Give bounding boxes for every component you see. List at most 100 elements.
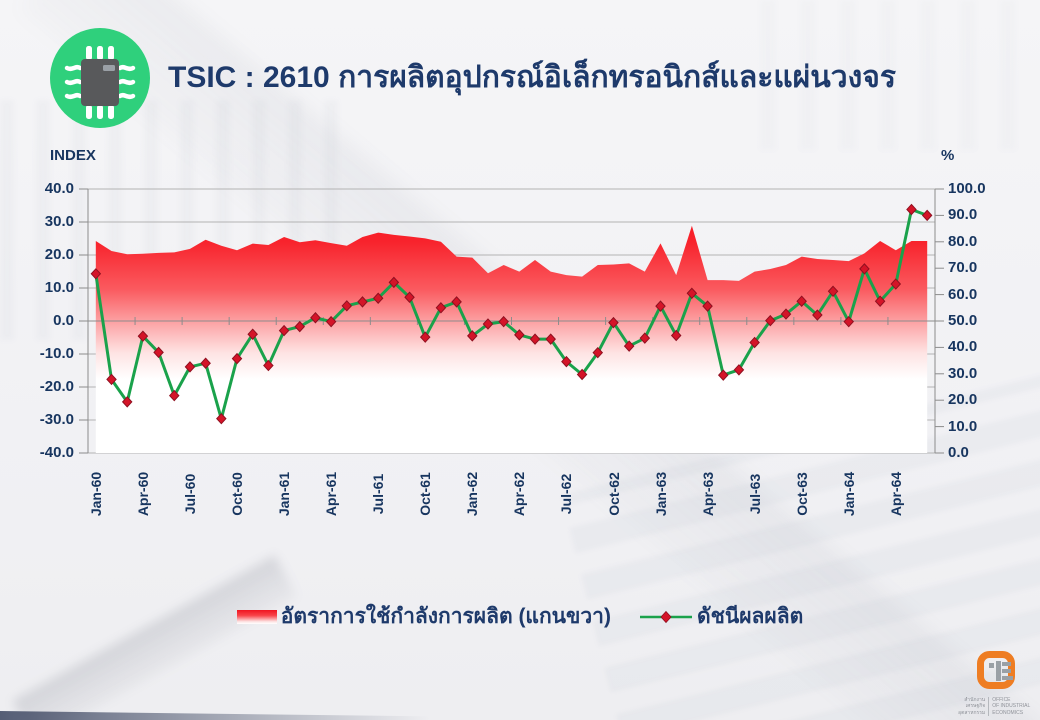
left-axis-title: INDEX (50, 147, 96, 164)
data-point-marker (749, 336, 760, 349)
oie-logo-en: OFFICE OF INDUSTRIAL ECONOMICS (992, 697, 1031, 716)
data-point-marker (90, 268, 102, 280)
data-point-marker (419, 331, 431, 343)
data-point-marker (608, 316, 619, 329)
line-series-swatch (639, 610, 692, 623)
data-point-marker (545, 333, 556, 345)
left-axis-tick-label: 0.0 (53, 312, 74, 329)
data-point-marker (216, 412, 227, 425)
data-point-marker (482, 318, 494, 330)
legend-label-utilization: อัตราการใช้กำลังการผลิต (แกนขวา) (280, 605, 611, 628)
legend-label-production-index: ดัชนีผลผลิต (696, 605, 804, 628)
data-point-marker (357, 296, 368, 308)
right-axis-tick-label: 80.0 (948, 232, 978, 250)
area-series-capacity-utilization (95, 225, 928, 453)
x-axis-tick-label: Oct-62 (605, 472, 622, 516)
left-axis-tick-label: 10.0 (44, 279, 74, 296)
right-axis-tick-label: 10.0 (948, 417, 978, 435)
data-point-marker (435, 302, 447, 314)
x-axis-tick-label: Apr-62 (511, 471, 528, 517)
right-axis-tick-label: 100.0 (948, 180, 986, 197)
left-axis-tick-label: 40.0 (44, 180, 74, 197)
data-point-marker (639, 332, 651, 344)
x-axis-tick-label: Jul-61 (370, 473, 387, 515)
oie-logo: สำนักงาน เศรษฐกิจอุตสาหกรรม OFFICE OF IN… (956, 650, 1036, 716)
data-point-marker (106, 373, 117, 386)
data-point-marker (561, 355, 572, 368)
x-axis-tick-label: Oct-61 (417, 472, 434, 516)
data-point-marker (247, 328, 258, 340)
x-axis-tick-label: Jan-64 (840, 471, 857, 517)
data-point-marker (843, 315, 855, 328)
x-axis-tick-label: Apr-61 (323, 471, 340, 517)
right-axis-tick-label: 70.0 (948, 259, 978, 277)
right-axis-tick-label: 90.0 (948, 206, 978, 224)
data-point-marker (231, 352, 243, 365)
data-point-marker (859, 263, 870, 275)
oie-logo-icon (977, 651, 1015, 689)
x-axis-tick-label: Jan-61 (276, 471, 293, 517)
data-point-marker (184, 361, 196, 373)
data-point-marker (200, 357, 211, 369)
left-axis-tick-label: -20.0 (39, 378, 74, 395)
data-point-marker (592, 346, 604, 359)
data-point-marker (780, 308, 792, 320)
data-point-marker (278, 324, 290, 337)
x-axis-tick-label: Jan-60 (87, 471, 104, 517)
right-axis-tick-label: 60.0 (948, 285, 978, 303)
microchip-icon (50, 28, 150, 128)
data-point-marker (623, 340, 635, 352)
x-axis-tick-label: Jul-63 (746, 473, 763, 515)
legend-item-utilization: อัตราการใช้กำลังการผลิต (แกนขวา) (236, 600, 611, 633)
x-axis-tick-label: Apr-60 (134, 471, 151, 517)
data-point-marker (121, 396, 133, 408)
data-point-marker (168, 389, 180, 402)
right-axis-tick-label: 50.0 (948, 312, 978, 329)
data-point-marker (686, 287, 698, 300)
data-point-marker (498, 315, 509, 328)
data-point-marker (153, 346, 164, 359)
data-point-marker (514, 329, 525, 341)
data-point-marker (812, 309, 823, 321)
data-point-marker (702, 300, 713, 312)
data-point-marker (404, 291, 415, 303)
x-axis-tick-label: Jul-62 (558, 473, 575, 515)
data-point-marker (670, 329, 682, 342)
data-point-marker (796, 295, 807, 307)
data-point-marker (467, 330, 478, 342)
page-title: TSIC : 2610 การผลิตอุปกรณ์อิเล็กทรอนิกส์… (168, 61, 896, 94)
left-axis-tick-label: 20.0 (44, 246, 74, 263)
left-axis-tick-label: -40.0 (39, 444, 74, 461)
legend-item-production-index: ดัชนีผลผลิต (639, 600, 803, 633)
data-point-marker (388, 276, 400, 289)
area-series-swatch (236, 609, 277, 624)
left-axis-tick-label: -10.0 (39, 345, 74, 362)
data-point-marker (529, 333, 541, 345)
left-axis-tick-label: 30.0 (44, 213, 74, 230)
data-point-marker (733, 364, 745, 376)
data-point-marker (310, 311, 321, 324)
left-axis-tick-label: -30.0 (39, 411, 74, 428)
chart-legend: อัตราการใช้กำลังการผลิต (แกนขวา) ดัชนีผล… (0, 600, 1040, 633)
x-axis-tick-label: Apr-63 (699, 471, 716, 517)
x-axis-tick-label: Oct-60 (229, 472, 245, 516)
data-point-marker (294, 320, 306, 333)
x-axis-tick-label: Jul-60 (182, 473, 198, 515)
data-point-marker (451, 296, 462, 308)
right-axis-tick-label: 0.0 (948, 444, 969, 461)
x-axis-tick-label: Jan-62 (464, 471, 481, 517)
oie-logo-text: สำนักงาน เศรษฐกิจอุตสาหกรรม OFFICE OF IN… (956, 697, 1036, 716)
data-point-marker (906, 203, 917, 216)
right-axis-tick-label: 30.0 (948, 364, 978, 382)
data-point-marker (921, 209, 933, 222)
data-point-marker (325, 315, 337, 328)
x-axis-tick-label: Jan-63 (652, 471, 669, 517)
data-point-marker (717, 369, 729, 381)
right-axis-title: % (941, 147, 955, 164)
right-axis-tick-label: 40.0 (948, 338, 978, 356)
x-axis-tick-label: Apr-64 (887, 471, 904, 517)
data-point-marker (576, 368, 588, 381)
data-point-marker (263, 359, 274, 372)
